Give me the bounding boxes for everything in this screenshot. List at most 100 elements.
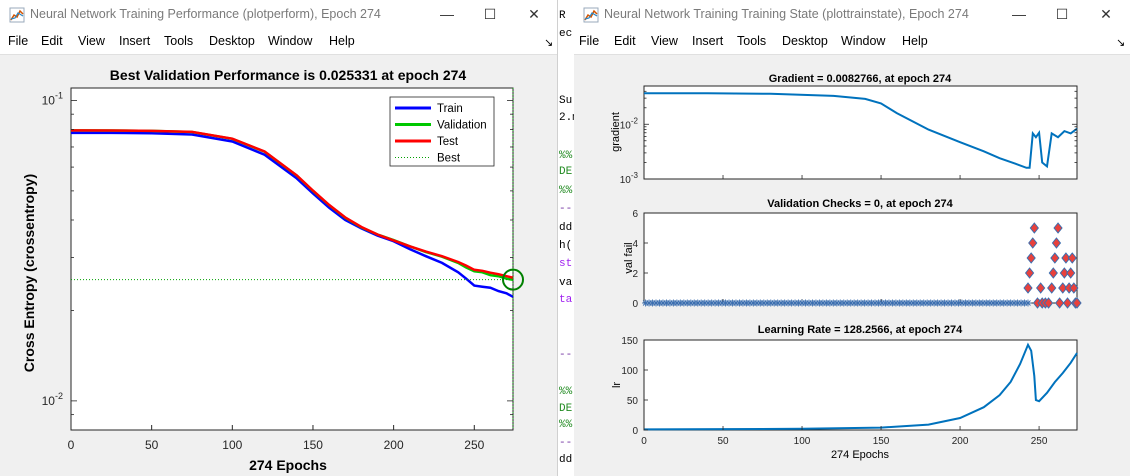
val-fail-marker <box>1058 282 1068 294</box>
val-fail-marker <box>1053 222 1063 234</box>
val-fail-marker <box>1069 282 1079 294</box>
lr-plot-area <box>643 339 1078 431</box>
val-fail-point <box>1024 299 1032 307</box>
legend-test-label: Test <box>437 136 459 148</box>
val-fail-marker <box>1026 252 1036 264</box>
editor-line: h( <box>559 240 573 252</box>
maximize-button[interactable]: ☐ <box>1055 6 1069 22</box>
editor-line: dd <box>559 222 573 234</box>
val-fail-marker <box>1050 252 1060 264</box>
dock-arrow-icon[interactable]: ↘ <box>544 37 554 49</box>
gradient-title: Gradient = 0.0082766, at epoch 274 <box>769 73 952 85</box>
menu-help[interactable]: Help <box>902 34 928 48</box>
legend-train-label: Train <box>437 103 463 115</box>
maximize-button[interactable]: ☐ <box>483 6 497 22</box>
menu-edit[interactable]: Edit <box>41 34 63 48</box>
y-tick-label: 100 <box>621 366 638 377</box>
minimize-button[interactable]: — <box>440 6 454 22</box>
menu-tools[interactable]: Tools <box>737 34 767 48</box>
matlab-figure-icon <box>583 7 599 23</box>
title-bar[interactable]: Neural Network Training Training State (… <box>574 0 1130 30</box>
performance-window: Neural Network Training Performance (plo… <box>0 0 557 476</box>
y-tick-label: 0 <box>632 299 638 310</box>
legend[interactable]: Train Validation Test Best <box>389 96 495 167</box>
y-tick-label: 150 <box>621 336 638 347</box>
menu-insert[interactable]: Insert <box>692 34 724 48</box>
close-button[interactable]: ✕ <box>1100 6 1112 22</box>
val-fail-marker <box>1043 297 1054 309</box>
val-fail-marker <box>1028 237 1038 249</box>
editor-line: ta <box>559 294 573 306</box>
editor-line: DE <box>559 403 573 415</box>
menu-view[interactable]: View <box>651 34 678 48</box>
lr-title: Learning Rate = 128.2566, at epoch 274 <box>758 324 963 336</box>
x-tick-label: 50 <box>145 438 159 452</box>
menu-file[interactable]: File <box>8 34 29 48</box>
menu-desktop[interactable]: Desktop <box>782 34 828 48</box>
menu-bar: File Edit View Insert Tools Desktop Wind… <box>574 30 1130 54</box>
x-tick-label: 250 <box>464 438 484 452</box>
window-title: Neural Network Training Performance (plo… <box>30 7 381 21</box>
window-title: Neural Network Training Training State (… <box>604 7 969 21</box>
menu-tools[interactable]: Tools <box>164 34 194 48</box>
val-fail-marker <box>1062 297 1073 309</box>
minimize-button[interactable]: — <box>1012 6 1026 22</box>
y-tick-label: 10-2 <box>42 391 63 408</box>
y-tick-label: 6 <box>632 209 638 220</box>
val-fail-marker <box>1066 267 1076 279</box>
y-tick-label: 50 <box>627 396 639 407</box>
x-tick-label: 200 <box>952 436 969 447</box>
close-button[interactable]: ✕ <box>528 6 540 22</box>
legend-validation-label: Validation <box>437 120 487 132</box>
editor-line: -- <box>559 203 573 215</box>
performance-plot: Best Validation Performance is 0.025331 … <box>21 67 524 473</box>
val-fail-marker <box>1061 252 1071 264</box>
val-fail-marker <box>1048 267 1058 279</box>
valcheck-title: Validation Checks = 0, at epoch 274 <box>767 198 953 210</box>
y-axis-label: Cross Entropy (crossentropy) <box>21 174 37 372</box>
editor-line: %% <box>559 419 573 431</box>
y-tick-label: 10-2 <box>620 116 639 131</box>
x-axis-label: 274 Epochs <box>249 457 327 473</box>
menu-file[interactable]: File <box>579 34 600 48</box>
series-line-test <box>70 129 514 279</box>
editor-line: ec <box>559 28 573 40</box>
editor-line: 2.m <box>559 112 574 124</box>
code-editor-strip: Rec Su 2.m%% DE%% -- dd h(st va ta --%% DE%% -- dd <box>557 0 574 476</box>
val-fail-marker <box>1029 222 1039 234</box>
matlab-figure-icon <box>9 7 25 23</box>
val-fail-marker <box>1072 297 1082 309</box>
y-tick-label: 10-3 <box>620 171 639 186</box>
menu-insert[interactable]: Insert <box>119 34 151 48</box>
val-fail-marker <box>1059 267 1069 279</box>
editor-line: DE <box>559 166 573 178</box>
val-fail-marker <box>1047 282 1057 294</box>
editor-line: st <box>559 258 573 270</box>
title-bar[interactable]: Neural Network Training Performance (plo… <box>0 0 557 30</box>
menu-help[interactable]: Help <box>329 34 355 48</box>
best-marker-circle <box>502 268 524 291</box>
y-tick-label: 2 <box>632 269 638 280</box>
plot-title: Best Validation Performance is 0.025331 … <box>110 67 467 83</box>
x-tick-label: 150 <box>873 436 890 447</box>
trainstate-window: Neural Network Training Training State (… <box>574 0 1130 476</box>
menu-edit[interactable]: Edit <box>614 34 636 48</box>
menu-separator <box>574 54 1130 55</box>
editor-line: Su <box>559 95 573 107</box>
x-tick-label: 50 <box>717 436 729 447</box>
val-fail-marker <box>1023 282 1033 294</box>
menu-view[interactable]: View <box>78 34 105 48</box>
menu-window[interactable]: Window <box>841 34 886 48</box>
x-tick-label: 100 <box>794 436 811 447</box>
menu-window[interactable]: Window <box>268 34 313 48</box>
gradient-line <box>643 92 1078 169</box>
editor-line: dd <box>559 454 573 466</box>
legend-best-label: Best <box>437 153 461 165</box>
dock-arrow-icon[interactable]: ↘ <box>1116 37 1126 49</box>
editor-line: %% <box>559 150 573 162</box>
menu-desktop[interactable]: Desktop <box>209 34 255 48</box>
x-tick-label: 150 <box>303 438 323 452</box>
lr-y-label: lr <box>611 382 623 388</box>
lr-line <box>643 342 1078 431</box>
x-tick-label: 0 <box>641 436 647 447</box>
